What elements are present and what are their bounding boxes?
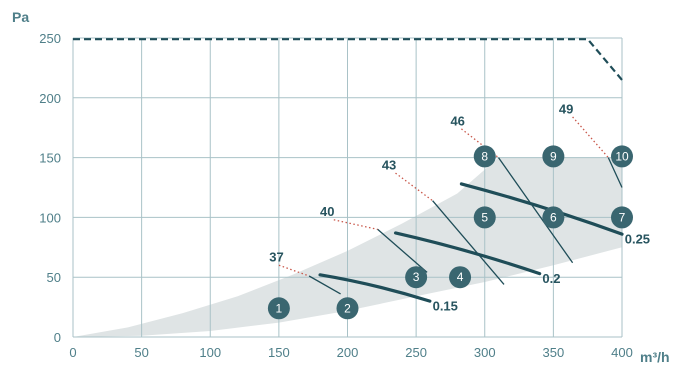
sound-line-dotted-49	[572, 116, 609, 159]
y-tick-label: 50	[47, 270, 61, 285]
marker-label: 5	[481, 210, 488, 224]
marker-label: 2	[344, 301, 351, 315]
marker-8: 8	[473, 145, 496, 168]
marker-label: 1	[276, 301, 283, 315]
marker-7: 7	[611, 206, 633, 229]
marker-circle	[267, 297, 290, 320]
annotation-0.15: 0.15	[433, 299, 458, 314]
sound-line-dotted-43	[395, 172, 433, 202]
sound-line-43	[432, 200, 505, 285]
sound-lines-layer	[278, 116, 623, 295]
marker-label: 6	[550, 210, 557, 224]
marker-label: 9	[550, 149, 557, 163]
annotation-0.2: 0.2	[542, 271, 560, 286]
x-tick-label: 100	[199, 345, 221, 360]
y-tick-label: 150	[39, 151, 61, 166]
marker-1: 1	[267, 297, 290, 320]
max-pressure-layer	[73, 38, 623, 81]
marker-circle	[473, 206, 496, 229]
x-tick-label: 50	[134, 345, 148, 360]
annotation-0.25: 0.25	[625, 232, 650, 247]
tick-labels-layer: 0 50 100 150 200 250 300 350 400 0 50 100 150 200 250	[39, 31, 633, 360]
marker-label: 4	[457, 270, 464, 284]
x-tick-label: 400	[611, 345, 633, 360]
sound-line-dotted-40	[333, 219, 378, 231]
sound-line-37	[308, 275, 341, 295]
marker-circle	[336, 297, 359, 320]
x-tick-label: 0	[69, 345, 76, 360]
marker-6: 6	[542, 206, 565, 229]
speed-curve-0.15	[318, 273, 432, 303]
y-tick-label: 200	[39, 91, 61, 106]
y-tick-label: 0	[54, 330, 61, 345]
speed-curve-0.2	[393, 231, 542, 276]
marker-9: 9	[542, 145, 565, 168]
marker-5: 5	[473, 206, 496, 229]
annotation-40: 40	[320, 204, 334, 219]
annotation-49: 49	[559, 101, 573, 116]
sound-line-46	[497, 157, 574, 264]
marker-label: 8	[481, 149, 488, 163]
marker-4: 4	[449, 266, 472, 289]
speed-curves-layer	[318, 182, 624, 303]
marker-circle	[611, 206, 633, 229]
annotation-37: 37	[269, 250, 283, 265]
x-tick-label: 300	[474, 345, 496, 360]
marker-circle	[405, 266, 428, 289]
x-tick-label: 150	[268, 345, 290, 360]
marker-label: 10	[615, 149, 629, 163]
sound-line-40	[377, 228, 428, 273]
markers-layer: 1 2 3 4 5 6 7 8 9 10	[267, 145, 633, 320]
x-tick-label: 350	[543, 345, 565, 360]
marker-2: 2	[336, 297, 359, 320]
marker-circle	[542, 145, 565, 168]
grid-layer	[72, 37, 623, 338]
annotation-43: 43	[382, 158, 396, 173]
marker-3: 3	[405, 266, 428, 289]
x-tick-label: 200	[337, 345, 359, 360]
sound-line-dotted-37	[278, 264, 310, 277]
marker-circle	[473, 145, 496, 168]
x-tick-label: 250	[405, 345, 427, 360]
y-tick-label: 250	[39, 31, 61, 46]
y-axis-label: Pa	[12, 9, 29, 25]
annotation-46: 46	[450, 113, 464, 128]
speed-curve-0.25	[459, 182, 624, 236]
marker-circle	[611, 145, 633, 168]
marker-label: 7	[619, 210, 626, 224]
y-tick-label: 100	[39, 210, 61, 225]
marker-10: 10	[611, 145, 633, 168]
marker-circle	[542, 206, 565, 229]
max-pressure-line	[73, 38, 623, 81]
marker-circle	[449, 266, 472, 289]
x-axis-label: m³/h	[640, 349, 670, 365]
sound-line-49	[607, 157, 623, 188]
marker-label: 3	[413, 270, 420, 284]
